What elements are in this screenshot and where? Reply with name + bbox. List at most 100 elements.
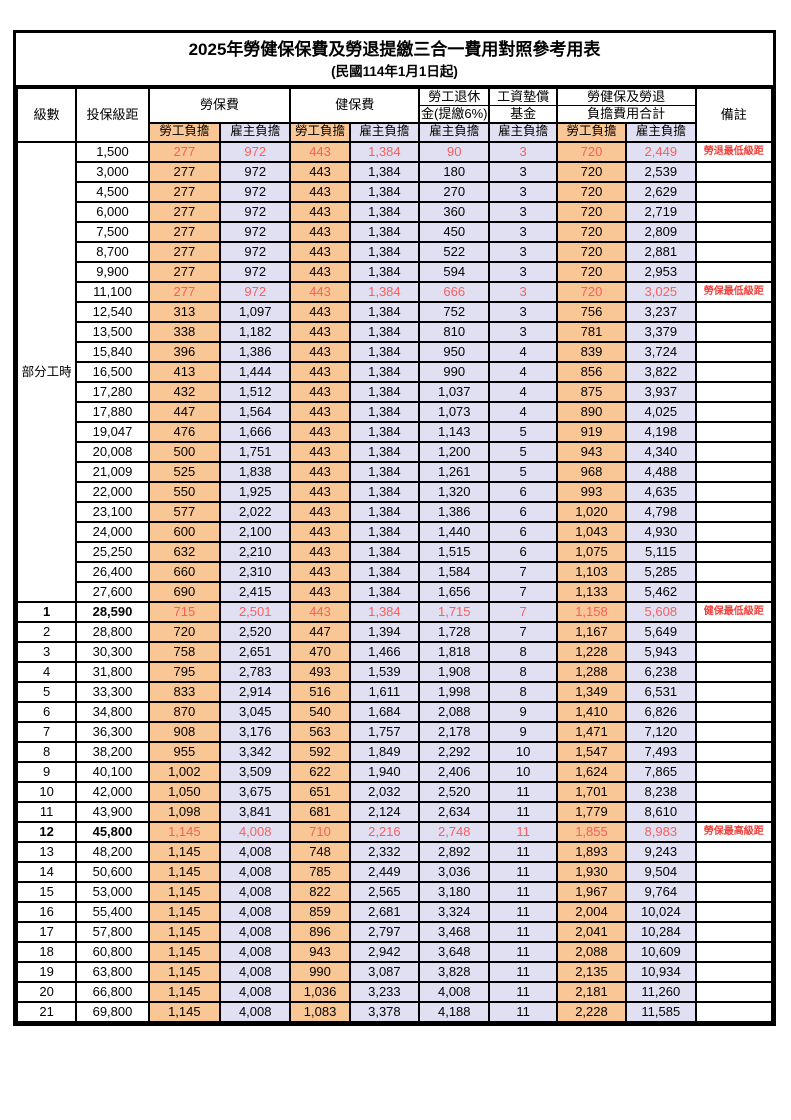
value-cell: 1,728 (418, 620, 491, 643)
value-cell: 443 (289, 140, 351, 163)
value-cell: 2,216 (348, 820, 421, 843)
value-cell: 2,681 (348, 900, 421, 923)
value-cell: 1,384 (348, 280, 421, 303)
value-cell: 277 (147, 220, 222, 243)
value-cell: 1,930 (555, 860, 628, 883)
value-cell: 443 (289, 340, 351, 363)
value-cell: 758 (147, 640, 222, 663)
value-cell: 3,378 (348, 1000, 421, 1023)
level-cell: 9 (15, 760, 78, 783)
table-row: 12,540 313 1,097 443 1,384 752 3 756 3,237 (17, 300, 774, 323)
value-cell: 11 (488, 920, 558, 943)
value-cell: 3,468 (418, 920, 491, 943)
value-cell: 2,310 (219, 560, 292, 583)
value-cell: 4,025 (625, 400, 697, 423)
value-cell: 9 (488, 720, 558, 743)
value-cell: 1,288 (555, 660, 628, 683)
value-cell: 4 (488, 380, 558, 403)
table-row: 1 28,590 715 2,501 443 1,384 1,715 7 1,158 5,608 健… (15, 600, 774, 623)
value-cell: 4,008 (219, 920, 292, 943)
value-cell: 720 (555, 180, 628, 203)
value-cell: 6 (488, 540, 558, 563)
level-cell: 10 (15, 780, 78, 803)
value-cell: 1,145 (147, 820, 222, 843)
bracket-cell: 31,800 (75, 660, 150, 683)
table-row: 14 50,600 1,145 4,008 785 2,449 3,036 11 1,930 9,… (15, 860, 774, 883)
value-cell: 8 (488, 660, 558, 683)
value-cell: 11 (488, 780, 558, 803)
value-cell: 2,719 (625, 200, 697, 223)
value-cell: 4,008 (219, 880, 292, 903)
value-cell: 720 (555, 220, 628, 243)
value-cell: 2,088 (555, 940, 628, 963)
value-cell: 6 (488, 480, 558, 503)
value-cell: 6,531 (625, 680, 697, 703)
value-cell: 972 (219, 160, 292, 183)
value-cell: 443 (289, 320, 351, 343)
table-row: 17,280 432 1,512 443 1,384 1,037 4 875 3,937 (17, 380, 774, 403)
value-cell: 4,008 (219, 840, 292, 863)
value-cell: 592 (289, 740, 351, 763)
value-cell: 443 (289, 240, 351, 263)
value-cell: 3,828 (418, 960, 491, 983)
value-cell: 1,158 (555, 600, 628, 623)
value-cell: 7 (488, 560, 558, 583)
bracket-cell: 27,600 (75, 580, 150, 603)
value-cell: 720 (555, 240, 628, 263)
bracket-cell: 26,400 (75, 560, 150, 583)
table-row: 26,400 660 2,310 443 1,384 1,584 7 1,103 5,285 (17, 560, 774, 583)
value-cell: 3 (488, 300, 558, 323)
bracket-cell: 1,500 (75, 140, 150, 163)
value-cell: 943 (555, 440, 628, 463)
value-cell: 1,145 (147, 1000, 222, 1023)
bracket-cell: 23,100 (75, 500, 150, 523)
value-cell: 4 (488, 400, 558, 423)
bracket-cell: 8,700 (75, 240, 150, 263)
value-cell: 3,841 (219, 800, 292, 823)
value-cell: 660 (147, 560, 222, 583)
value-cell: 4,798 (625, 500, 697, 523)
value-cell: 4,488 (625, 460, 697, 483)
remark-cell (694, 320, 774, 343)
value-cell: 338 (147, 320, 222, 343)
remark-cell (694, 960, 774, 983)
remark-cell (694, 880, 774, 903)
value-cell: 1,384 (348, 480, 421, 503)
value-cell: 10,609 (625, 940, 697, 963)
bracket-cell: 12,540 (75, 300, 150, 323)
value-cell: 1,103 (555, 560, 628, 583)
value-cell: 4 (488, 360, 558, 383)
subheader-fund-employer: 雇主負擔 (488, 121, 558, 143)
value-cell: 1,384 (348, 580, 421, 603)
value-cell: 3,937 (625, 380, 697, 403)
value-cell: 720 (555, 280, 628, 303)
value-cell: 443 (289, 260, 351, 283)
subheader-health-employer: 雇主負擔 (348, 121, 421, 143)
value-cell: 2,783 (219, 660, 292, 683)
value-cell: 277 (147, 140, 222, 163)
value-cell: 3 (488, 180, 558, 203)
value-cell: 2,914 (219, 680, 292, 703)
bracket-cell: 63,800 (75, 960, 150, 983)
value-cell: 2,210 (219, 540, 292, 563)
value-cell: 3,087 (348, 960, 421, 983)
value-cell: 1,384 (348, 260, 421, 283)
remark-cell (694, 700, 774, 723)
value-cell: 1,200 (418, 440, 491, 463)
bracket-cell: 69,800 (75, 1000, 150, 1023)
value-cell: 500 (147, 440, 222, 463)
value-cell: 1,384 (348, 440, 421, 463)
col-header-pension-line2: 金(提繳6%) (418, 104, 491, 124)
remark-cell (694, 920, 774, 943)
value-cell: 3,025 (625, 280, 697, 303)
remark-cell (694, 480, 774, 503)
value-cell: 1,384 (348, 300, 421, 323)
remark-cell: 勞保最低級距 (694, 280, 774, 303)
col-header-total-line2: 負擔費用合計 (555, 104, 697, 124)
value-cell: 9,243 (625, 840, 697, 863)
value-cell: 1,143 (418, 420, 491, 443)
remark-cell (694, 720, 774, 743)
value-cell: 4 (488, 340, 558, 363)
value-cell: 833 (147, 680, 222, 703)
value-cell: 2,809 (625, 220, 697, 243)
